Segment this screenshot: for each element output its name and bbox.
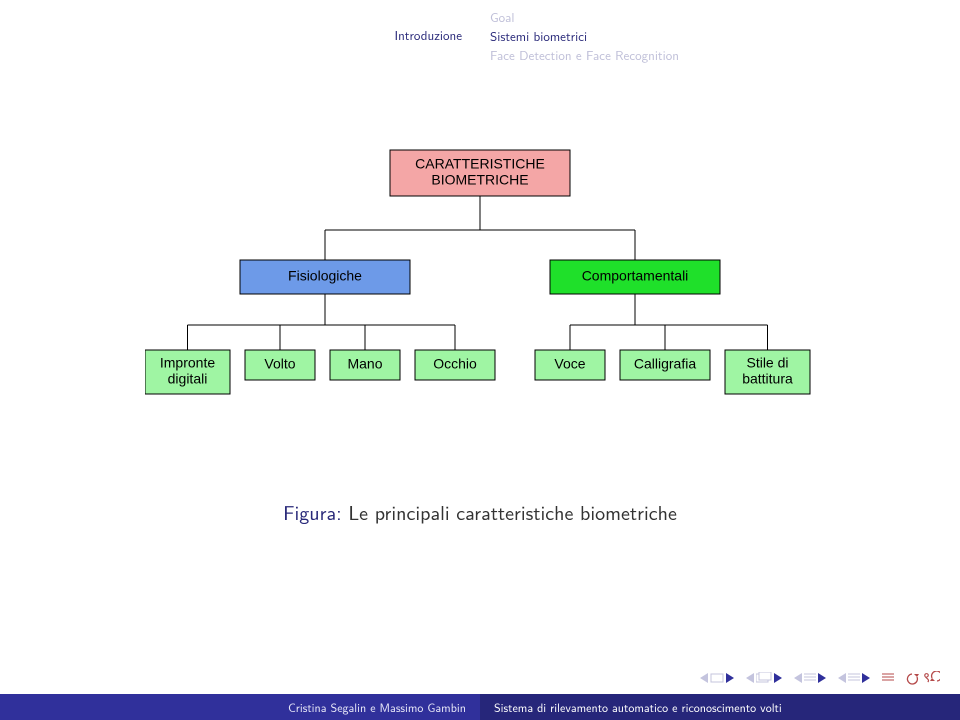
svg-text:Fisiologiche: Fisiologiche (288, 268, 362, 284)
nav-back-forward[interactable]: ९ (906, 671, 940, 685)
svg-text:Stile di: Stile di (746, 355, 788, 371)
svg-text:Volto: Volto (264, 356, 295, 372)
svg-text:Comportamentali: Comportamentali (582, 268, 689, 284)
nav-frame-group[interactable] (746, 672, 782, 684)
nav-next-slide-icon (726, 673, 734, 683)
svg-text:Calligrafia: Calligrafia (634, 356, 696, 372)
nav-sec-icon (848, 673, 860, 683)
nav-doc-icon (882, 673, 894, 683)
svg-text:battitura: battitura (742, 371, 793, 387)
nav-slide-group[interactable] (700, 673, 734, 683)
header-line-goal: Goal (490, 8, 679, 27)
svg-text:BIOMETRICHE: BIOMETRICHE (431, 172, 528, 188)
nav-next-frame-icon (774, 673, 782, 683)
nav-sub-group[interactable] (794, 673, 826, 683)
slide-header: Introduzione Goal Sistemi biometrici Fac… (0, 8, 960, 68)
header-section-left: Introduzione (0, 26, 480, 45)
header-line-active: Sistemi biometrici (490, 27, 679, 46)
beamer-nav: ९ (700, 668, 940, 688)
nav-prev-slide-icon (700, 673, 708, 683)
nav-sub-icon (804, 673, 816, 683)
figure-caption-text: Le principali caratteristiche biometrich… (348, 498, 677, 527)
nav-sec-group[interactable] (838, 673, 870, 683)
header-section-right: Goal Sistemi biometrici Face Detection e… (490, 8, 679, 65)
footer-authors: Cristina Segalin e Massimo Gambin (0, 694, 480, 720)
svg-text:Impronte: Impronte (160, 355, 215, 371)
svg-text:Voce: Voce (554, 356, 585, 372)
hierarchy-diagram: CARATTERISTICHEBIOMETRICHE Fisiologiche Co… (145, 140, 815, 480)
nav-prev-frame-icon (746, 673, 754, 683)
figure-label: Figura: (283, 498, 342, 527)
nav-next-sub-icon (818, 673, 826, 683)
nav-slide-icon (710, 673, 724, 683)
nav-prev-sub-icon (794, 673, 802, 683)
footer-title: Sistema di rilevamento automatico e rico… (480, 694, 960, 720)
figure-caption: Figura: Le principali caratteristiche bi… (0, 498, 960, 527)
nav-circle-arrows-icon: ९ (906, 671, 940, 685)
nav-frame-icon (756, 672, 772, 684)
nav-prev-sec-icon (838, 673, 846, 683)
svg-text:Mano: Mano (347, 356, 382, 372)
svg-text:९: ९ (923, 671, 930, 685)
nav-next-sec-icon (862, 673, 870, 683)
svg-text:CARATTERISTICHE: CARATTERISTICHE (415, 156, 545, 172)
header-line-facedet: Face Detection e Face Recognition (490, 46, 679, 65)
diagram-svg: CARATTERISTICHEBIOMETRICHE Fisiologiche Co… (145, 140, 815, 440)
slide-footer: Cristina Segalin e Massimo Gambin Sistem… (0, 694, 960, 720)
svg-text:digitali: digitali (168, 371, 208, 387)
svg-text:Occhio: Occhio (433, 356, 477, 372)
nav-doc-group[interactable] (882, 673, 894, 683)
